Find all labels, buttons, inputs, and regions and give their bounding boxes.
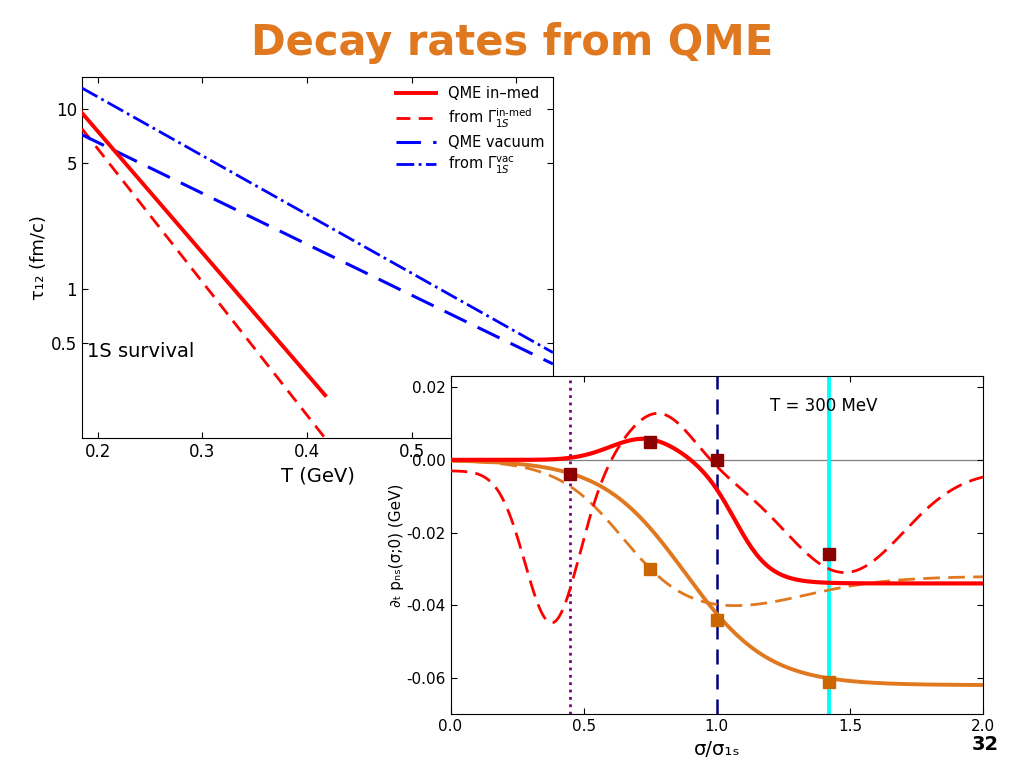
Text: 1S survival: 1S survival <box>87 342 195 361</box>
X-axis label: σ/σ₁ₛ: σ/σ₁ₛ <box>693 740 740 759</box>
X-axis label: T (GeV): T (GeV) <box>281 466 354 485</box>
Text: 32: 32 <box>972 735 998 754</box>
Legend: QME in–med, from $\Gamma^{\rm in\text{-}med}_{1S}$, QME vacuum, from $\Gamma^{\r: QME in–med, from $\Gamma^{\rm in\text{-}… <box>390 81 550 182</box>
Text: T = 300 MeV: T = 300 MeV <box>770 396 878 415</box>
Y-axis label: ∂ₜ pₙₛ(σ;0) (GeV): ∂ₜ pₙₛ(σ;0) (GeV) <box>388 484 403 607</box>
Text: Decay rates from QME: Decay rates from QME <box>251 22 773 64</box>
Y-axis label: τ₁₂ (fm/c): τ₁₂ (fm/c) <box>30 215 48 300</box>
